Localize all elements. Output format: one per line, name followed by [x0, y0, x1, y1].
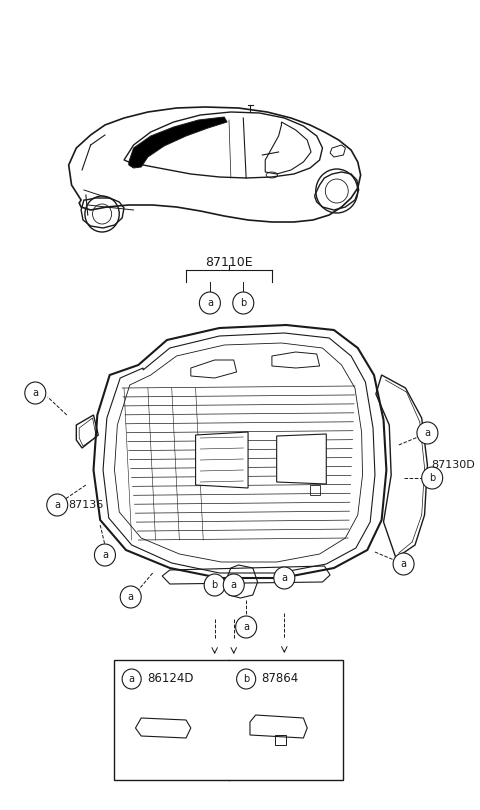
Text: a: a [401, 559, 407, 569]
Circle shape [237, 669, 256, 689]
Text: a: a [281, 573, 288, 583]
Polygon shape [195, 432, 248, 488]
Circle shape [393, 553, 414, 575]
Circle shape [233, 292, 254, 314]
Text: 87136: 87136 [69, 500, 104, 510]
Text: a: a [231, 580, 237, 590]
Text: a: a [102, 550, 108, 560]
Circle shape [120, 586, 141, 608]
Text: 87130D: 87130D [431, 460, 475, 470]
Text: b: b [429, 473, 435, 483]
Circle shape [204, 574, 225, 596]
Circle shape [417, 422, 438, 444]
Circle shape [25, 382, 46, 404]
Text: 86124D: 86124D [147, 672, 193, 685]
Circle shape [199, 292, 220, 314]
Text: 87110E: 87110E [205, 257, 253, 270]
Text: a: a [424, 428, 431, 438]
Text: a: a [128, 592, 134, 602]
Polygon shape [276, 434, 326, 484]
Text: a: a [54, 500, 60, 510]
Text: a: a [129, 674, 135, 684]
Text: 87864: 87864 [262, 672, 299, 685]
Circle shape [274, 567, 295, 589]
Text: b: b [212, 580, 218, 590]
Circle shape [422, 467, 443, 489]
FancyBboxPatch shape [115, 660, 344, 780]
Circle shape [122, 669, 141, 689]
Circle shape [223, 574, 244, 596]
Text: b: b [243, 674, 249, 684]
Circle shape [236, 616, 257, 638]
Text: a: a [32, 388, 38, 398]
Circle shape [95, 544, 116, 566]
Text: a: a [207, 298, 213, 308]
Text: b: b [240, 298, 246, 308]
Circle shape [47, 494, 68, 516]
Polygon shape [129, 117, 227, 168]
Text: a: a [243, 622, 249, 632]
